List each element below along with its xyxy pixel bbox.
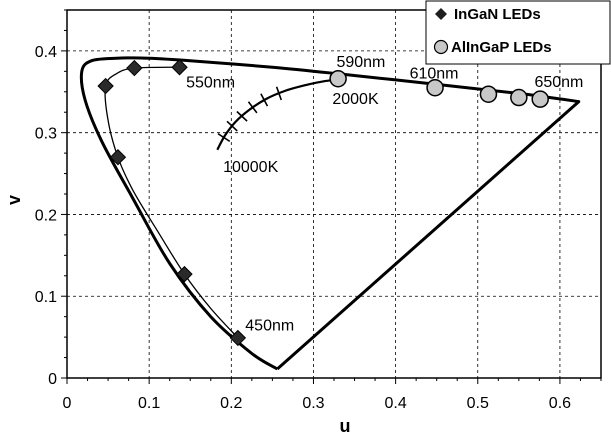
alingap-point xyxy=(531,90,549,108)
annotation-k10000: 10000K xyxy=(223,159,278,176)
tick-labels: 0 0.1 0.2 0.3 0.4 0.5 0.6 0 0.1 0.2 0.3 0.4 xyxy=(35,44,571,412)
annotation-k2000: 2000K xyxy=(332,91,379,108)
alingap-point xyxy=(329,69,347,88)
x-tick-label: 0.4 xyxy=(384,395,406,412)
legend-alingap-label: AlInGaP LEDs xyxy=(451,39,552,56)
x-axis-label: u xyxy=(340,416,351,432)
ingan-point xyxy=(171,59,188,76)
legend-box xyxy=(425,0,611,65)
annotation-nm450: 450nm xyxy=(245,318,294,335)
ingan-curve xyxy=(104,66,239,339)
alingap-point xyxy=(510,88,528,107)
legend-ingan-marker xyxy=(435,8,447,20)
planckian-tick xyxy=(275,86,283,101)
plot-frame xyxy=(66,9,602,379)
alingap-point xyxy=(479,85,498,103)
y-tick-label: 0 xyxy=(48,371,57,388)
planckian-tick xyxy=(226,120,238,132)
legend-ingan-label: InGaN LEDs xyxy=(454,6,541,23)
annotation-nm610: 610nm xyxy=(410,66,459,83)
axis-ticks xyxy=(61,9,602,384)
legend-alingap-marker xyxy=(433,39,449,55)
x-tick-label: 0.5 xyxy=(467,395,489,412)
annotations: 550nm 590nm 610nm 650nm 2000K 10000K 450nm xyxy=(186,54,583,334)
planckian-tick xyxy=(260,93,269,107)
y-tick-label: 0.4 xyxy=(35,44,57,61)
legend: InGaN LEDs AlInGaP LEDs xyxy=(425,0,611,65)
planckian-tick xyxy=(247,101,258,114)
spectrum-locus xyxy=(79,56,581,371)
markers xyxy=(97,59,549,347)
ingan-point xyxy=(126,59,143,77)
x-tick-label: 0.3 xyxy=(302,395,324,412)
ingan-point xyxy=(229,329,247,347)
alingap-point xyxy=(426,78,444,97)
y-tick-label: 0.1 xyxy=(35,289,57,306)
y-axis-label: v xyxy=(4,195,24,205)
annotation-nm590: 590nm xyxy=(336,54,385,71)
x-tick-label: 0.2 xyxy=(220,395,242,412)
y-tick-label: 0.2 xyxy=(35,207,57,224)
y-tick-label: 0.3 xyxy=(35,126,57,143)
ingan-point xyxy=(109,148,127,166)
x-tick-label: 0.1 xyxy=(138,395,160,412)
planckian-tick xyxy=(236,110,248,122)
annotation-nm650: 650nm xyxy=(534,74,583,91)
x-tick-label: 0.6 xyxy=(549,395,571,412)
ingan-point xyxy=(176,265,193,283)
grid xyxy=(67,10,601,378)
planckian-tick xyxy=(217,133,231,143)
planckian-locus xyxy=(216,78,340,151)
ingan-point xyxy=(97,77,114,95)
annotation-nm550: 550nm xyxy=(186,75,235,92)
curves xyxy=(79,56,581,371)
x-tick-label: 0 xyxy=(63,395,72,412)
